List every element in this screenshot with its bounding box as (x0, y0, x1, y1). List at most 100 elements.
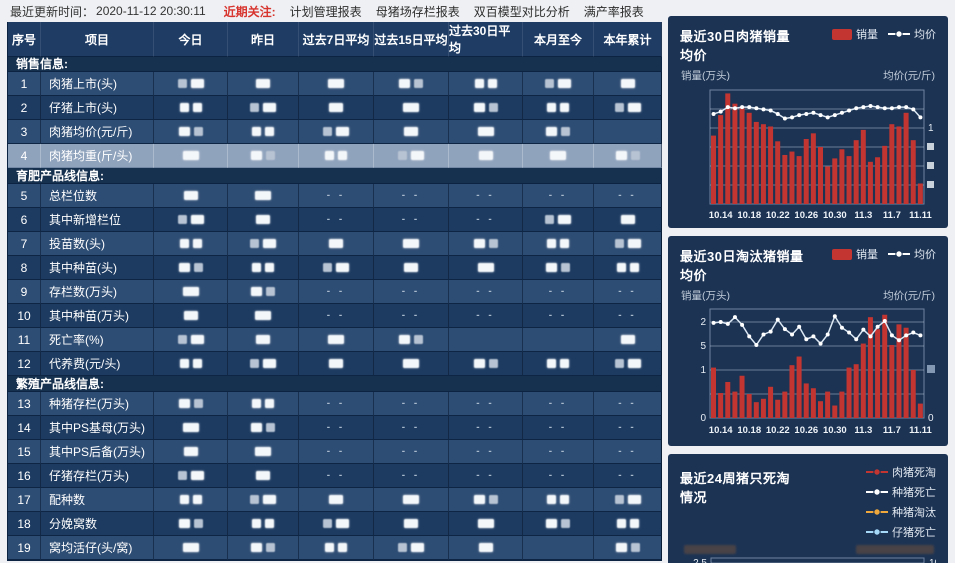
empty-value-dash: - - (326, 422, 346, 433)
empty-value-dash: - - (401, 310, 421, 321)
redacted-value-blob (255, 191, 271, 200)
legend-item-1[interactable]: 种猪死亡 (866, 484, 936, 500)
redacted-value-blob (488, 359, 498, 368)
row-label: 种猪存栏(万头) (41, 392, 154, 416)
chart1-yaxis-right-label: 均价(元/斤) (883, 70, 935, 82)
legend-item-1[interactable]: 均价 (888, 246, 936, 262)
row-value-4 (449, 328, 523, 352)
redacted-value-blob (177, 335, 187, 344)
row-value-6 (594, 144, 662, 168)
row-value-0 (154, 392, 228, 416)
redacted-value-blob (179, 359, 189, 368)
empty-value-dash: - - (618, 398, 637, 409)
row-value-2 (299, 72, 374, 96)
table-row-3[interactable]: 3 肉猪均价(元/斤) (8, 120, 662, 144)
row-value-4 (449, 232, 523, 256)
legend-item-2[interactable]: 种猪淘汰 (866, 504, 936, 520)
table-row-13[interactable]: 13 种猪存栏(万头) - - - - - - - - - - (8, 392, 662, 416)
row-value-4 (449, 144, 523, 168)
table-row-16[interactable]: 16 仔猪存栏(万头) - - - - - - - - - - (8, 464, 662, 488)
row-value-6 (594, 96, 662, 120)
empty-value-dash: - - (401, 190, 421, 201)
redacted-value-blob (478, 543, 493, 552)
row-value-4: - - (449, 416, 523, 440)
row-value-0 (154, 96, 228, 120)
report-link-model-compare[interactable]: 双百模型对比分析 (473, 4, 570, 19)
table-row-17[interactable]: 17 配种数 (8, 488, 662, 512)
redacted-value-blob (399, 335, 410, 344)
redacted-value-blob (477, 519, 494, 528)
redacted-value-blob (179, 495, 189, 504)
row-number: 18 (8, 512, 41, 536)
redacted-value-blob (251, 151, 262, 160)
empty-value-dash: - - (476, 286, 495, 297)
table-row-9[interactable]: 9 存栏数(万头) - - - - - - - - - - (8, 280, 662, 304)
row-label: 存栏数(万头) (41, 280, 154, 304)
row-value-6 (594, 488, 662, 512)
row-value-4: - - (449, 392, 523, 416)
row-value-2: - - (299, 392, 374, 416)
row-value-6 (594, 120, 662, 144)
table-row-12[interactable]: 12 代养费(元/头) (8, 352, 662, 376)
legend-item-0[interactable]: 销量 (832, 246, 878, 262)
table-row-18[interactable]: 18 分娩窝数 (8, 512, 662, 536)
redacted-value-blob (179, 239, 189, 248)
row-value-6: - - (594, 280, 662, 304)
table-row-1[interactable]: 1 肉猪上市(头) (8, 72, 662, 96)
table-row-4[interactable]: 4 肉猪均重(斤/头) (8, 144, 662, 168)
legend-item-0[interactable]: 肉猪死淘 (866, 464, 936, 480)
redacted-value-blob (546, 127, 557, 136)
redacted-value-blob (266, 543, 275, 552)
table-row-2[interactable]: 2 仔猪上市(头) (8, 96, 662, 120)
redacted-value-blob (182, 151, 199, 160)
table-row-19[interactable]: 19 窝均活仔(头/窝) (8, 536, 662, 560)
redacted-value-blob (561, 127, 570, 136)
redacted-value-blob (193, 263, 203, 272)
legend-label: 仔猪死亡 (892, 527, 936, 539)
legend-item-0[interactable]: 销量 (832, 26, 878, 42)
redacted-value-blob (404, 263, 418, 272)
empty-value-dash: - - (326, 214, 346, 225)
table-row-5[interactable]: 5 总栏位数 - - - - - - - - - - (8, 184, 662, 208)
redacted-value-blob (558, 215, 571, 224)
row-value-5: - - (523, 280, 594, 304)
legend-item-1[interactable]: 均价 (888, 26, 936, 42)
table-row-8[interactable]: 8 其中种苗(头) (8, 256, 662, 280)
report-link-sow-inventory[interactable]: 母猪场存栏报表 (375, 4, 460, 19)
report-link-full-capacity[interactable]: 满产率报表 (583, 4, 644, 19)
row-value-3: - - (374, 208, 449, 232)
redacted-value-blob (256, 215, 270, 224)
chart3-title: 最近24周猪只死淘情况 (680, 471, 790, 505)
row-label: 其中PS后备(万头) (41, 440, 154, 464)
empty-value-dash: - - (618, 310, 637, 321)
column-header-3: 昨日 (228, 22, 299, 57)
table-row-7[interactable]: 7 投苗数(头) (8, 232, 662, 256)
table-row-6[interactable]: 6 其中新增栏位 - - - - - - (8, 208, 662, 232)
table-row-11[interactable]: 11 死亡率(%) (8, 328, 662, 352)
redacted-value-blob (336, 263, 349, 272)
row-value-6 (594, 328, 662, 352)
table-row-15[interactable]: 15 其中PS后备(万头) - - - - - - - - - - (8, 440, 662, 464)
redacted-value-blob (263, 103, 276, 112)
svg-text:2.5: 2.5 (693, 558, 707, 563)
row-value-2: - - (299, 184, 374, 208)
redacted-value-blob (255, 447, 271, 456)
report-link-plan[interactable]: 计划管理报表 (289, 4, 362, 19)
svg-text:11.11: 11.11 (909, 425, 932, 436)
row-label: 其中种苗(万头) (41, 304, 154, 328)
legend-item-3[interactable]: 仔猪死亡 (866, 524, 936, 540)
svg-text:10.26: 10.26 (794, 210, 818, 221)
row-number: 19 (8, 536, 41, 560)
empty-value-dash: - - (476, 470, 495, 481)
row-value-5: - - (523, 416, 594, 440)
row-number: 4 (8, 144, 41, 168)
table-row-14[interactable]: 14 其中PS基母(万头) - - - - - - - - - - (8, 416, 662, 440)
row-value-4: - - (449, 184, 523, 208)
row-value-1 (228, 96, 299, 120)
redacted-value-blob (488, 103, 498, 112)
svg-text:2: 2 (700, 317, 706, 328)
table-row-10[interactable]: 10 其中种苗(万头) - - - - - - - - - - (8, 304, 662, 328)
redacted-value-blob (251, 287, 262, 296)
redacted-value-blob (474, 79, 484, 88)
